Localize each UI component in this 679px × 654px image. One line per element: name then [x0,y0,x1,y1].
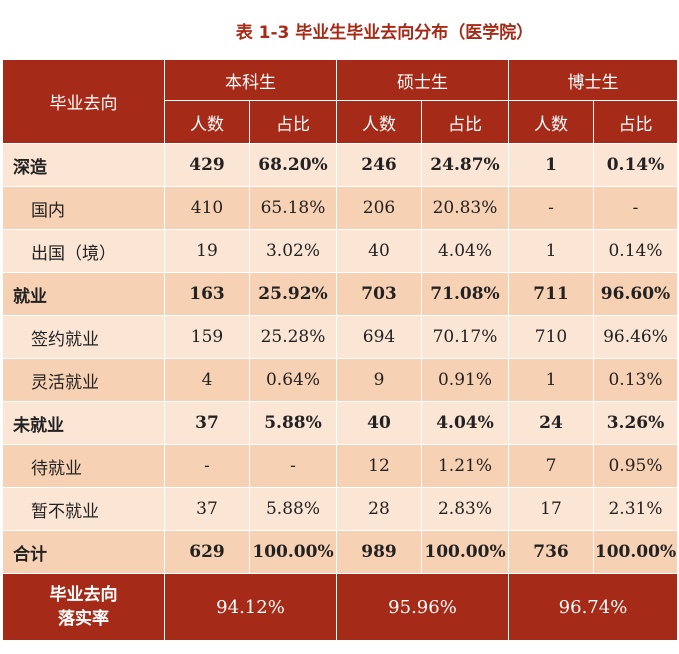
count-cell: 4 [164,358,250,402]
row-label: 合计 [2,530,165,574]
ratio-cell: 4.04% [421,401,509,445]
row-label: 暂不就业 [2,487,165,531]
ratio-cell: 5.88% [249,487,337,531]
ratio-cell: 65.18% [249,186,337,230]
graduation-destination-table: 毕业去向 本科生 硕士生 博士生 人数 占比 人数 占比 人数 占比 深造 429… [2,59,678,641]
ratio-cell: 3.02% [249,229,337,273]
ratio-cell: 0.95% [593,444,678,488]
rate-undergrad: 94.12% [164,573,337,641]
count-cell: 710 [508,315,594,359]
count-cell: 163 [164,272,250,316]
ratio-cell: 2.31% [593,487,678,531]
ratio-cell: - [249,444,337,488]
count-cell: 40 [336,401,422,445]
table-row: 未就业 37 5.88% 40 4.04% 24 3.26% [2,401,678,445]
subcol-count-header: 人数 [164,100,250,144]
row-label: 就业 [2,272,165,316]
ratio-cell: 0.14% [593,143,678,187]
count-cell: 736 [508,530,594,574]
count-cell: 17 [508,487,594,531]
table-row: 出国（境） 19 3.02% 40 4.04% 1 0.14% [2,229,678,273]
count-cell: 206 [336,186,422,230]
footer-label-line1: 毕业去向 [49,585,118,605]
count-cell: 12 [336,444,422,488]
table-row: 签约就业 159 25.28% 694 70.17% 710 96.46% [2,315,678,359]
table-row: 国内 410 65.18% 206 20.83% - - [2,186,678,230]
ratio-cell: 0.91% [421,358,509,402]
count-cell: 9 [336,358,422,402]
ratio-cell: - [593,186,678,230]
count-cell: 1 [508,229,594,273]
table-title: 表 1-3 毕业生毕业去向分布（医学院） [235,23,534,43]
ratio-cell: 96.60% [593,272,678,316]
footer-label: 毕业去向 落实率 [2,573,165,641]
ratio-cell: 71.08% [421,272,509,316]
row-label: 灵活就业 [2,358,165,402]
count-cell: 7 [508,444,594,488]
ratio-cell: 100.00% [593,530,678,574]
subcol-ratio-header: 占比 [593,100,678,144]
group-header-master: 硕士生 [336,59,509,101]
table-row: 就业 163 25.92% 703 71.08% 711 96.60% [2,272,678,316]
subcol-count-header: 人数 [508,100,594,144]
row-label: 未就业 [2,401,165,445]
ratio-cell: 100.00% [249,530,337,574]
ratio-cell: 100.00% [421,530,509,574]
count-cell: 711 [508,272,594,316]
rate-doctor: 96.74% [508,573,678,641]
ratio-cell: 96.46% [593,315,678,359]
count-cell: 1 [508,143,594,187]
count-cell: 159 [164,315,250,359]
ratio-cell: 25.92% [249,272,337,316]
table-row: 深造 429 68.20% 246 24.87% 1 0.14% [2,143,678,187]
ratio-cell: 1.21% [421,444,509,488]
ratio-cell: 0.64% [249,358,337,402]
subcol-ratio-header: 占比 [421,100,509,144]
rate-master: 95.96% [336,573,509,641]
group-header-doctor: 博士生 [508,59,678,101]
count-cell: - [508,186,594,230]
count-cell: 37 [164,487,250,531]
table-row: 待就业 - -12 1.21% 7 0.95% [2,444,678,488]
ratio-cell: 70.17% [421,315,509,359]
count-cell: 28 [336,487,422,531]
row-label: 深造 [2,143,165,187]
table-row: 合计 629 100.00% 989 100.00% 736 100.00% [2,530,678,574]
ratio-cell: 0.14% [593,229,678,273]
count-cell: 694 [336,315,422,359]
ratio-cell: 20.83% [421,186,509,230]
count-cell: 40 [336,229,422,273]
ratio-cell: 2.83% [421,487,509,531]
ratio-cell: 68.20% [249,143,337,187]
group-header-undergrad: 本科生 [164,59,337,101]
ratio-cell: 5.88% [249,401,337,445]
row-label: 签约就业 [2,315,165,359]
table-row: 暂不就业 37 5.88% 28 2.83% 17 2.31% [2,487,678,531]
ratio-cell: 24.87% [421,143,509,187]
count-cell: 703 [336,272,422,316]
row-label: 待就业 [2,444,165,488]
subcol-ratio-header: 占比 [249,100,337,144]
ratio-cell: 0.13% [593,358,678,402]
count-cell: 19 [164,229,250,273]
footer-label-line2: 落实率 [58,609,109,629]
ratio-cell: 25.28% [249,315,337,359]
count-cell: 629 [164,530,250,574]
row-label: 出国（境） [2,229,165,273]
count-cell: 410 [164,186,250,230]
row-label: 国内 [2,186,165,230]
ratio-cell: 3.26% [593,401,678,445]
row-label-header: 毕业去向 [2,59,165,144]
count-cell: 24 [508,401,594,445]
subcol-count-header: 人数 [336,100,422,144]
count-cell: 989 [336,530,422,574]
count-cell: - [164,444,250,488]
count-cell: 429 [164,143,250,187]
table-row: 灵活就业 4 0.64% 9 0.91% 1 0.13% [2,358,678,402]
count-cell: 37 [164,401,250,445]
count-cell: 1 [508,358,594,402]
ratio-cell: 4.04% [421,229,509,273]
count-cell: 246 [336,143,422,187]
